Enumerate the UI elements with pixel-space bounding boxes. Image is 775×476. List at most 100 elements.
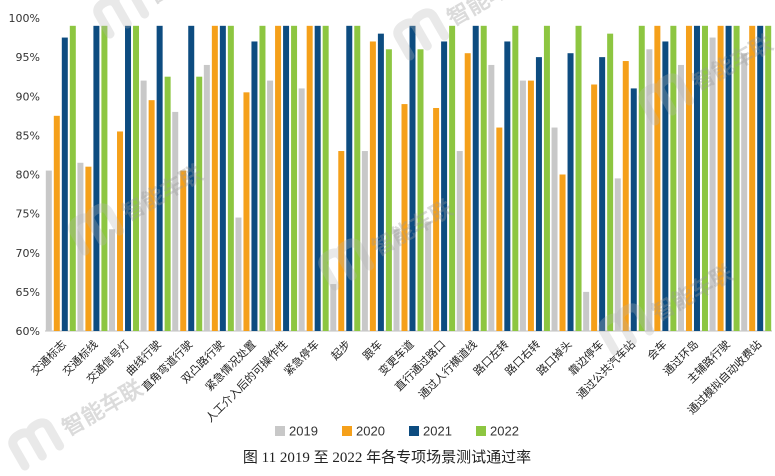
legend-swatch-2020 (342, 426, 352, 436)
figure-caption: 图 11 2019 至 2022 年各专项场景测试通过率 (243, 449, 531, 466)
bar-2021 (567, 53, 574, 332)
bar-2022 (449, 25, 456, 331)
bar-2019 (77, 162, 84, 331)
bar-2020 (749, 25, 756, 331)
bar-2021 (504, 41, 511, 331)
watermark-logo-mark (93, 0, 150, 39)
y-tick-label: 95% (16, 51, 40, 64)
bar-2019 (267, 80, 274, 331)
legend-swatch-2022 (476, 426, 486, 436)
bar-2021 (125, 25, 132, 331)
bar-2022 (291, 25, 298, 331)
bar-2022 (733, 25, 740, 331)
bar-2020 (211, 25, 218, 331)
bar-2019 (583, 291, 590, 332)
legend-swatch-2021 (409, 426, 419, 436)
bar-2022 (480, 25, 487, 331)
legend-swatch-2019 (275, 426, 285, 436)
y-tick-label: 60% (16, 325, 40, 338)
bar-2020 (654, 25, 661, 331)
bar-2019 (172, 111, 179, 332)
bar-2021 (251, 41, 258, 331)
bar-2021 (377, 33, 384, 332)
bar-2021 (283, 25, 290, 331)
watermark-text: 智能车联 (143, 0, 232, 10)
bar-2020 (685, 25, 692, 331)
bar-2020 (148, 100, 155, 331)
bar-2020 (527, 80, 534, 331)
y-tick-label: 90% (16, 90, 40, 103)
bar-2021 (441, 41, 448, 331)
bar-2019 (235, 217, 242, 331)
watermark-logo-mark (318, 238, 375, 291)
bar-2019 (614, 178, 621, 331)
y-tick-label: 80% (16, 169, 40, 182)
bar-2020 (464, 53, 471, 332)
bar-2019 (551, 127, 558, 331)
bar-2022 (670, 25, 677, 331)
legend-label-2020: 2020 (356, 424, 385, 439)
bar-2019 (45, 170, 52, 331)
bar-2020 (622, 61, 629, 331)
bar-2021 (757, 25, 764, 331)
bar-2019 (393, 229, 400, 331)
bar-2021 (93, 25, 100, 331)
legend-label-2021: 2021 (423, 424, 452, 439)
bar-2021 (599, 57, 606, 332)
bar-2022 (417, 49, 424, 332)
category-label: 紧急停车 (281, 337, 322, 378)
bars (45, 25, 772, 332)
bar-2020 (496, 127, 503, 331)
bar-2021 (156, 25, 163, 331)
bar-2022 (385, 49, 392, 332)
watermark-text: 智能车联 (648, 260, 737, 327)
bar-2019 (741, 53, 748, 332)
bar-2022 (638, 25, 645, 331)
y-tick-label: 70% (16, 247, 40, 260)
bar-2020 (275, 25, 282, 331)
watermark: 智能车联 (393, 0, 532, 61)
bar-2022 (101, 25, 108, 331)
watermark-logo-mark (68, 203, 125, 256)
y-tick-label: 65% (16, 286, 40, 299)
bar-2022 (543, 25, 550, 331)
bar-2020 (559, 174, 566, 331)
watermark: 智能车联 (8, 375, 147, 471)
bar-2020 (117, 131, 124, 331)
bar-2022 (69, 25, 76, 331)
bar-2019 (140, 80, 147, 331)
legend-label-2022: 2022 (490, 424, 519, 439)
bar-2020 (401, 104, 408, 331)
watermark: 智能车联 (93, 0, 232, 39)
bar-2019 (488, 64, 495, 331)
bar-2019 (677, 64, 684, 331)
category-label: 起步 (329, 338, 354, 363)
bar-2020 (306, 25, 313, 331)
bar-2020 (717, 25, 724, 331)
bar-2020 (53, 115, 60, 331)
y-tick-label: 100% (9, 12, 40, 25)
bar-2021 (314, 25, 321, 331)
legend-label-2019: 2019 (289, 424, 318, 439)
bar-2022 (354, 25, 361, 331)
bar-2021 (219, 25, 226, 331)
bar-2022 (765, 25, 772, 331)
bar-2019 (519, 80, 526, 331)
bar-2019 (298, 88, 305, 331)
y-axis: 60% 65% 70% 75% 80% 85% 90% 95% 100% (9, 12, 772, 338)
bar-2019 (203, 64, 210, 331)
bar-2022 (259, 25, 266, 331)
watermark-logo-mark (638, 73, 695, 126)
bar-2021 (630, 88, 637, 331)
bar-2021 (61, 37, 68, 332)
bar-2022 (607, 33, 614, 332)
bar-2021 (662, 41, 669, 331)
bar-2021 (346, 25, 353, 331)
bar-2020 (591, 84, 598, 331)
bar-2021 (725, 25, 732, 331)
watermark-logo-mark (393, 8, 450, 61)
bar-2019 (709, 37, 716, 332)
legend: 2019 2020 2021 2022 (275, 424, 519, 439)
x-axis-labels: 交通标志交通标线交通信号灯曲线行驶直角弯道行驶双凸路行驶紧急情况处置人工介入后的… (28, 337, 764, 425)
watermark-logo-mark (598, 303, 655, 356)
